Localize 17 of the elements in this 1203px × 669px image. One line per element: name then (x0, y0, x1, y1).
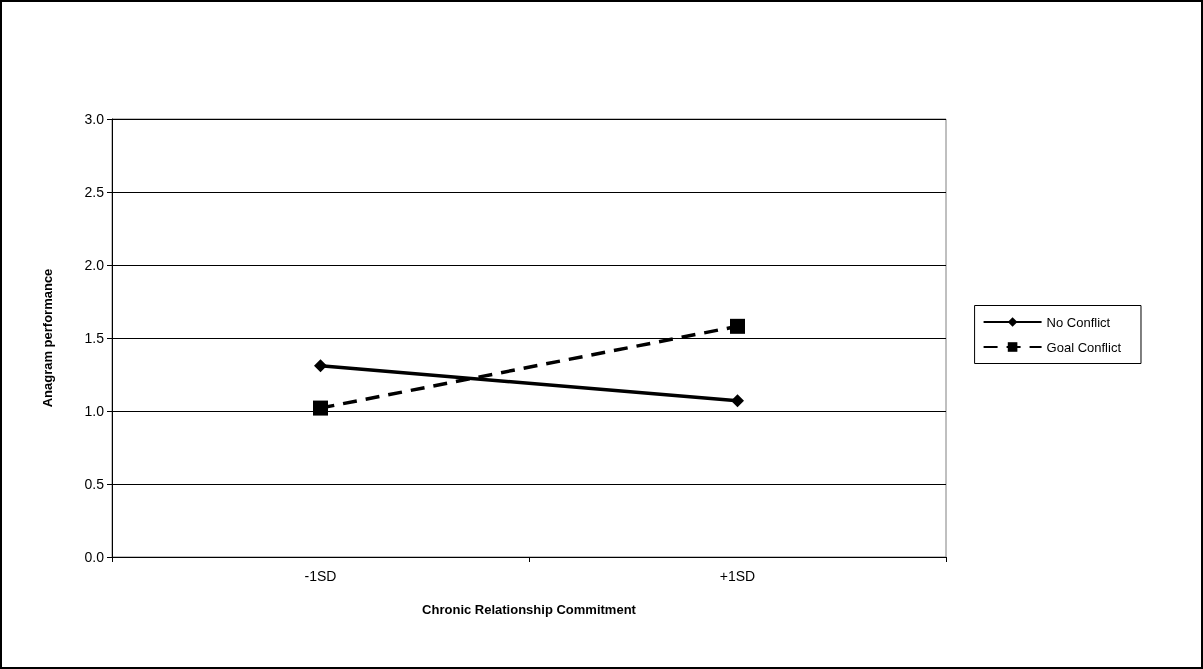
y-tick-label: 0.5 (84, 476, 105, 492)
legend-label: Goal Conflict (1046, 339, 1122, 355)
legend-label: No Conflict (1046, 314, 1111, 330)
y-tick-label: 2.5 (84, 184, 105, 200)
x-tick-label: -1SD (304, 568, 337, 584)
y-tick-label: 3.0 (84, 111, 105, 127)
y-tick-label: 1.0 (84, 403, 105, 419)
y-tick-label: 1.5 (84, 330, 105, 346)
x-tick-label: +1SD (719, 568, 756, 584)
x-axis-title: Chronic Relationship Commitment (422, 602, 637, 617)
point (730, 318, 745, 334)
point (731, 394, 744, 408)
point (314, 359, 327, 373)
y-tick-label: 2.0 (84, 257, 105, 273)
y-axis-title: Anagram performance (40, 268, 55, 408)
y-tick-label: 0.0 (84, 549, 105, 565)
point (313, 400, 328, 416)
